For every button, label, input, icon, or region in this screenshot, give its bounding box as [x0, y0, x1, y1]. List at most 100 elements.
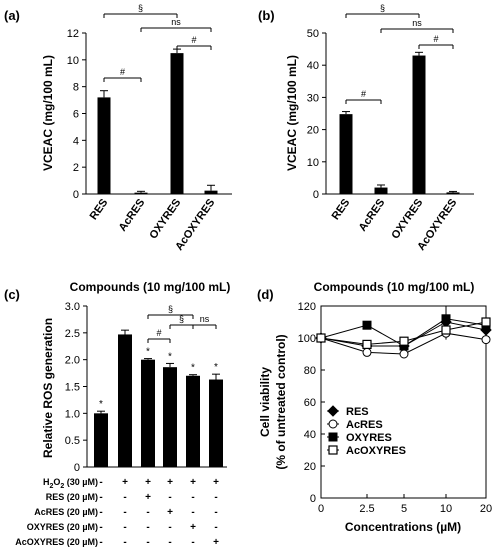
legend-label: AcRES — [346, 419, 383, 431]
y-tick-label: 50 — [307, 28, 319, 40]
comparison-label: § — [168, 304, 173, 314]
treatment-sign: + — [167, 507, 173, 518]
y-tick-label: 1.5 — [65, 382, 80, 394]
data-point — [441, 325, 451, 335]
treatment-label: OXYRES (20 µM) — [27, 522, 98, 532]
bar — [163, 367, 177, 467]
y-axis-title: VCEAC (mg/100 mL) — [285, 55, 299, 171]
bar — [141, 359, 155, 467]
treatment-label: RES (20 µM) — [46, 492, 98, 502]
y-tick-label: 0 — [310, 493, 316, 505]
bar — [97, 97, 111, 194]
bar — [118, 334, 132, 467]
significance-mark: * — [168, 351, 172, 362]
y-tick-label: 4 — [73, 135, 79, 147]
comparison-label: § — [138, 3, 143, 13]
y-tick-label: 0 — [74, 462, 80, 474]
y-tick-label: 3.0 — [65, 301, 80, 313]
treatment-sign: - — [168, 537, 171, 548]
x-tick-label: 10 — [440, 503, 452, 515]
panel-label: (c) — [4, 287, 20, 302]
treatment-sign: + — [145, 492, 151, 503]
y-tick-label: 20 — [304, 461, 316, 473]
data-point — [316, 333, 326, 343]
y-tick-label: 30 — [307, 92, 319, 104]
legend-label: AcOXYRES — [346, 445, 406, 457]
x-tick-label: 2.5 — [359, 503, 374, 515]
significance-mark: * — [99, 399, 103, 410]
panel-label: (a) — [4, 8, 20, 23]
bar — [339, 114, 353, 194]
y-tick-label: 2 — [73, 162, 79, 174]
treatment-sign: - — [123, 522, 126, 533]
treatment-label: AcRES (20 µM) — [34, 507, 98, 517]
x-axis-title: Compounds (10 mg/100 mL) — [314, 280, 475, 294]
y-tick-label: 6 — [73, 109, 79, 121]
comparison-label: § — [380, 3, 385, 13]
legend-marker — [328, 445, 338, 455]
y-tick-label: 12 — [67, 28, 79, 40]
treatment-sign: + — [167, 477, 173, 488]
comparison-label: § — [179, 314, 184, 324]
treatment-sign: - — [191, 507, 194, 518]
treatment-sign: + — [122, 477, 128, 488]
y-tick-label: 0 — [73, 189, 79, 201]
y-tick-label: 100 — [298, 333, 316, 345]
y-axis-title: Cell viability — [258, 367, 272, 437]
data-point — [481, 335, 491, 345]
x-tick-label: 0 — [318, 503, 324, 515]
x-tick-label: RES — [330, 197, 353, 222]
y-tick-label: 40 — [304, 429, 316, 441]
y-axis-title: (% of untreated control) — [274, 334, 288, 469]
x-tick-label: 20 — [480, 503, 492, 515]
treatment-sign: - — [146, 537, 149, 548]
x-tick-label: AcRES — [117, 197, 148, 234]
treatment-sign: - — [214, 522, 217, 533]
treatment-sign: + — [213, 537, 219, 548]
comparison-label: # — [433, 34, 438, 44]
comparison-label: ns — [412, 18, 422, 28]
bar — [204, 190, 218, 194]
x-axis-title: Compounds (10 mg/100 mL) — [70, 280, 231, 294]
bar — [209, 379, 223, 467]
comparison-label: # — [120, 67, 125, 77]
legend-marker — [327, 405, 339, 417]
comparison-label: # — [191, 35, 196, 45]
treatment-sign: - — [168, 522, 171, 533]
y-tick-label: 60 — [304, 397, 316, 409]
data-point — [362, 347, 372, 357]
bar — [374, 187, 388, 194]
x-tick-label: OXYRES — [389, 197, 425, 241]
legend-label: RES — [346, 406, 369, 418]
y-tick-label: 0.5 — [65, 435, 80, 447]
y-tick-label: 120 — [298, 301, 316, 313]
legend-marker — [328, 432, 338, 442]
significance-mark: * — [214, 362, 218, 373]
bar — [446, 192, 460, 194]
data-point — [362, 320, 372, 330]
panel-c: (c) 0 0.5 1.0 1.5 2.0 2.5 3.0 * * * * * # § § ns Relative… — [4, 287, 227, 548]
comparison-label: # — [361, 89, 366, 99]
y-axis-title: VCEAC (mg/100 mL) — [41, 55, 55, 171]
treatment-sign: - — [191, 537, 194, 548]
treatment-sign: - — [99, 537, 102, 548]
y-tick-label: 20 — [307, 125, 319, 137]
panel-d: (d) 0 20 40 60 80 100 120 0 2.5 5 10 20 RESAcRESOXYRE… — [257, 287, 492, 534]
data-point — [399, 349, 409, 359]
data-point — [399, 336, 409, 346]
data-point — [441, 314, 451, 324]
x-tick-label: AcRES — [357, 197, 388, 234]
comparison-label: ns — [200, 314, 210, 324]
treatment-sign: - — [99, 492, 102, 503]
y-tick-label: 8 — [73, 82, 79, 94]
significance-mark: * — [191, 363, 195, 374]
y-tick-label: 80 — [304, 365, 316, 377]
data-point — [362, 339, 372, 349]
treatment-sign: - — [123, 492, 126, 503]
treatment-sign: - — [123, 507, 126, 518]
y-axis-title: Relative ROS generation — [41, 318, 55, 458]
treatment-sign: - — [214, 507, 217, 518]
